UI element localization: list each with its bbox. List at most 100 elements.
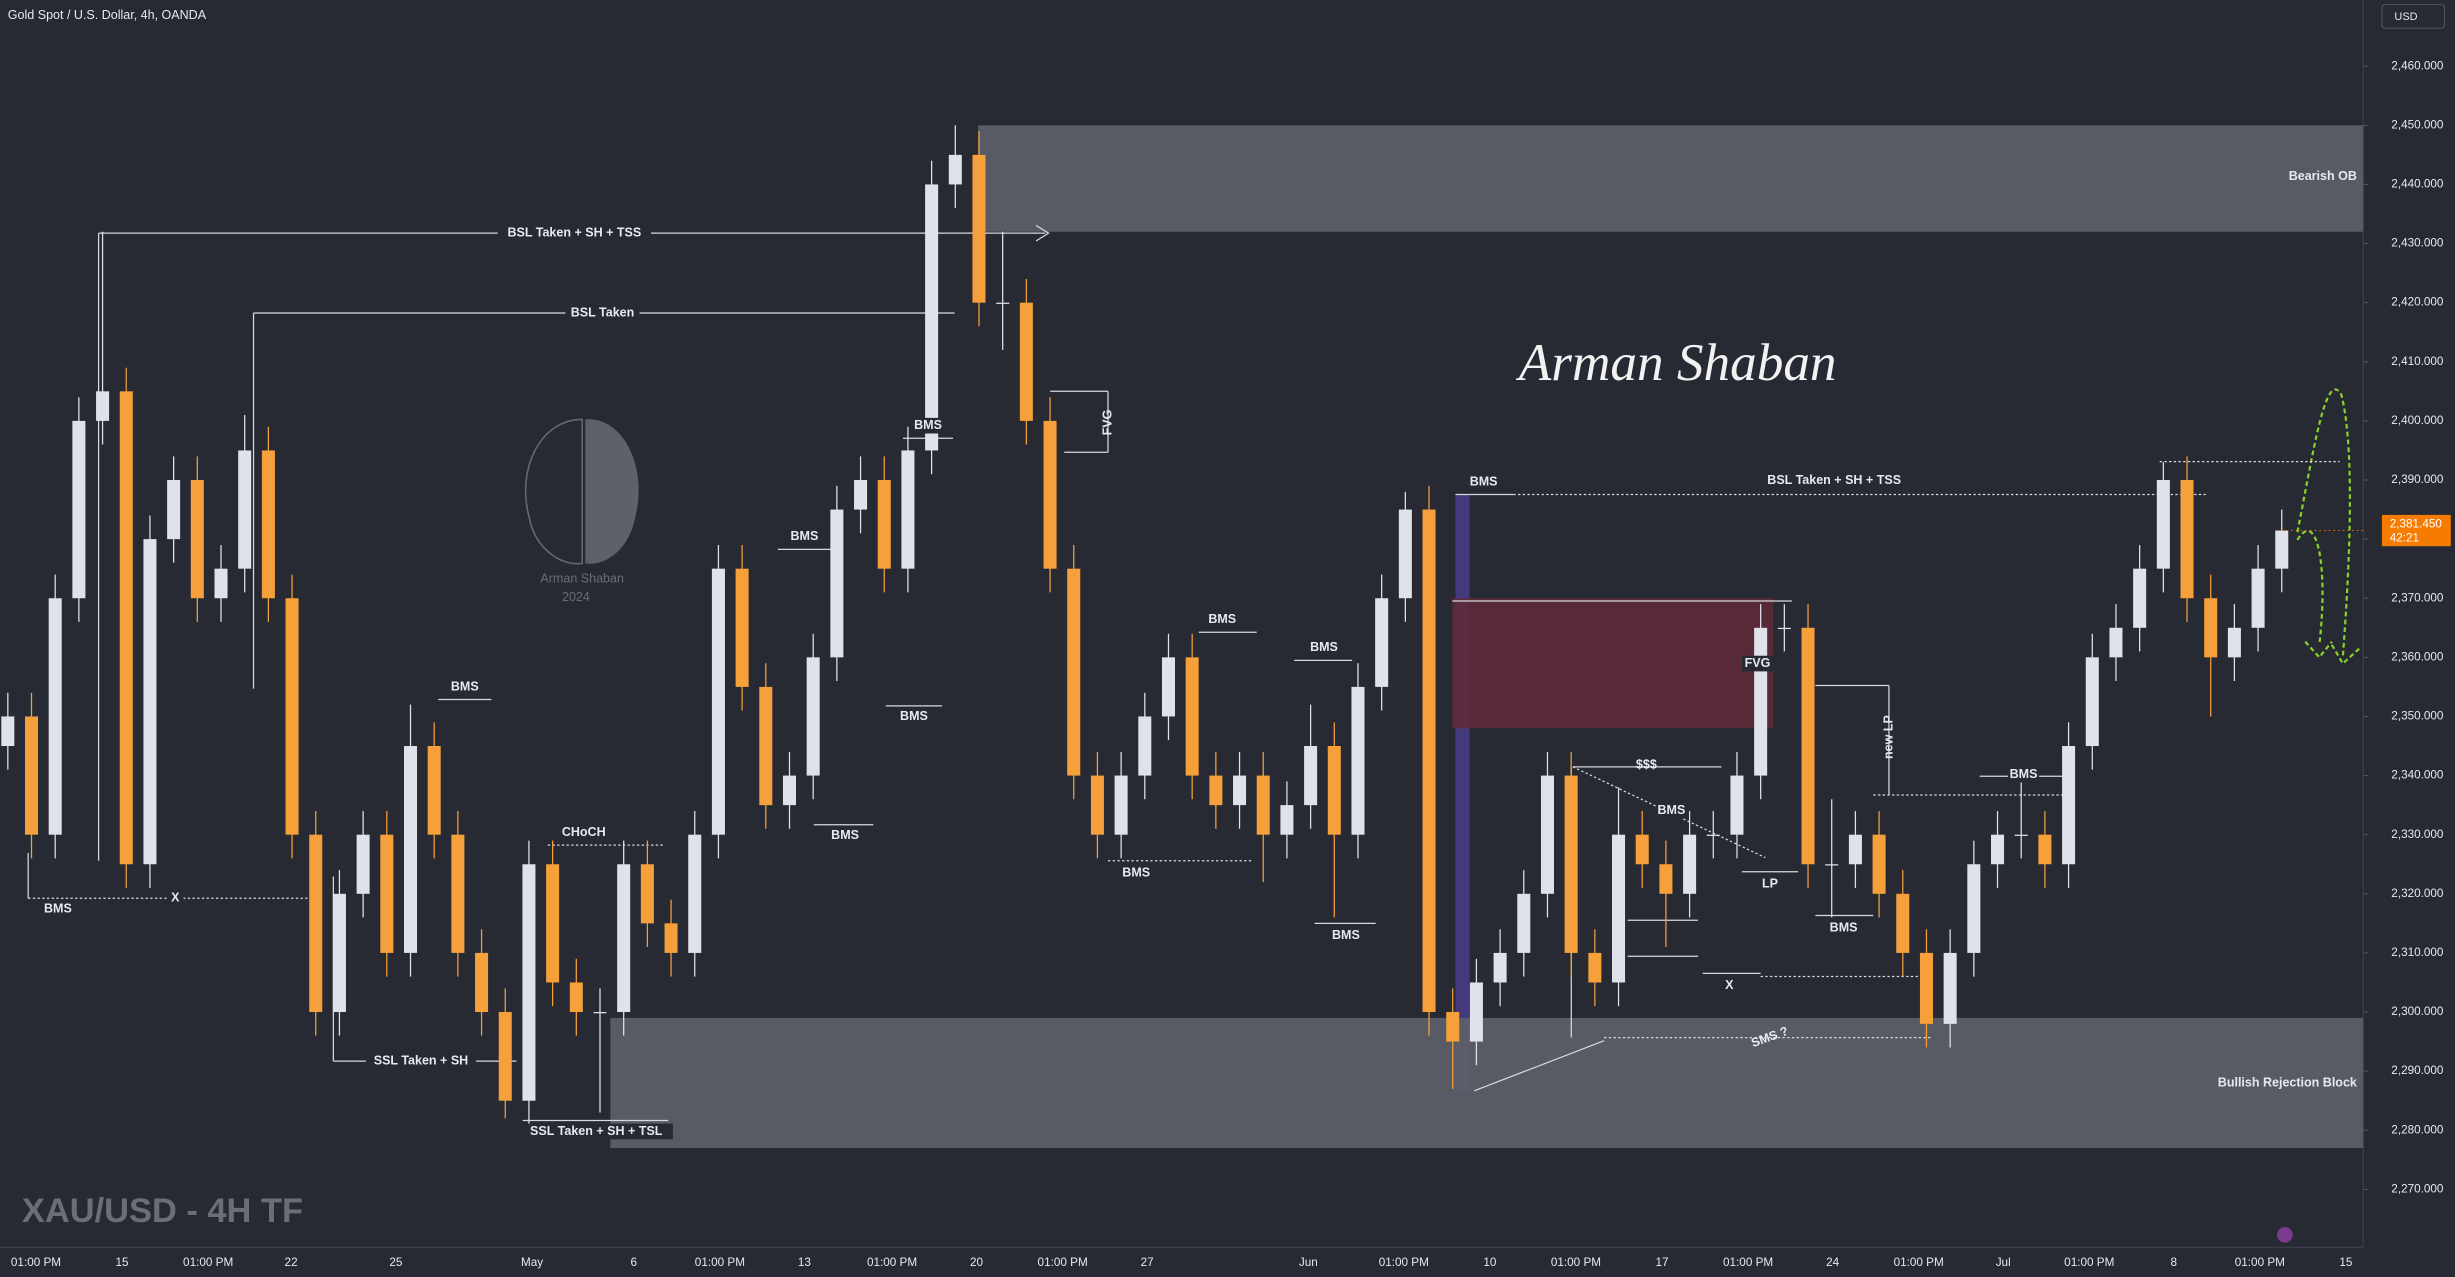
candle-body [735, 568, 749, 687]
x-tick-label: 01:00 PM [695, 1256, 745, 1269]
candle-body [925, 184, 939, 451]
highlight-band [1455, 494, 1470, 1093]
candle-body [1256, 775, 1270, 835]
annotation: new LP [1881, 715, 1895, 759]
candle-body [2275, 530, 2289, 569]
x-tick-label: 25 [389, 1256, 403, 1269]
zone-label: Bearish OB [2289, 169, 2357, 183]
candle-body [1825, 864, 1839, 866]
countdown: 42:21 [2390, 531, 2419, 544]
candle-body [1422, 509, 1436, 1013]
annotation: X [1725, 978, 1734, 992]
y-tick-label: 2,270.000 [2391, 1182, 2444, 1195]
annotation: SSL Taken + SH [374, 1053, 468, 1067]
annotation: FVG [1100, 410, 1114, 436]
annotation-bg [42, 901, 74, 918]
candle-body [877, 480, 891, 569]
x-tick-label: 22 [285, 1256, 298, 1269]
y-tick-label: 2,410.000 [2391, 355, 2444, 368]
y-tick-label: 2,330.000 [2391, 828, 2444, 841]
candle-body [1375, 598, 1389, 687]
price-axis-panel [2363, 0, 2454, 1277]
annotation: CHoCH [562, 825, 606, 839]
x-tick-label: 8 [2171, 1256, 2178, 1269]
y-tick-label: 2,440.000 [2391, 178, 2444, 191]
x-tick-label: 27 [1141, 1256, 1154, 1269]
candle-body [96, 391, 110, 421]
arrow-head [1035, 224, 1050, 242]
candle-body [901, 450, 915, 569]
candle-body [2133, 568, 2147, 628]
candle-body [72, 420, 86, 599]
candle-body [1754, 627, 1768, 776]
zone-label: Bullish Rejection Block [2218, 1075, 2357, 1089]
candle-body [24, 716, 39, 835]
candle-body [285, 598, 299, 835]
annotation-bg [1721, 978, 1738, 994]
annotation: BMS [831, 828, 859, 842]
candle-body [617, 864, 631, 1013]
annotation-bg [449, 679, 481, 695]
candle-body [1848, 834, 1862, 865]
x-tick-label: 20 [970, 1256, 984, 1269]
y-tick-label: 2,370.000 [2391, 591, 2444, 604]
candle-body [711, 568, 725, 835]
candle-body [1446, 1012, 1460, 1042]
logo-brain-left [524, 418, 583, 565]
annotation: SSL Taken + SH + TSL [530, 1124, 663, 1138]
candle-body [427, 746, 441, 835]
candle-body [451, 834, 465, 953]
candle-body [1943, 952, 1957, 1024]
candle-body [119, 391, 133, 865]
signature: Arman Shaban [1516, 333, 1837, 392]
candle-body [996, 302, 1010, 304]
candle-body [1777, 627, 1791, 630]
zone [978, 125, 2364, 232]
candle-body [48, 598, 62, 835]
candle-body [332, 893, 346, 1013]
candle-body [782, 775, 797, 806]
x-tick-label: 17 [1656, 1256, 1669, 1269]
annotation-bg [912, 417, 944, 434]
candle-body [1233, 775, 1247, 806]
candle-body [1517, 893, 1531, 953]
annotation-bg [1468, 474, 1500, 490]
x-tick-label: Jul [1996, 1256, 2011, 1269]
y-tick-label: 2,280.000 [2391, 1123, 2444, 1136]
candle-body [403, 746, 418, 953]
y-tick-label: 2,340.000 [2391, 769, 2444, 782]
annotation-bg [166, 890, 184, 907]
candle-body [2156, 480, 2170, 569]
candle-body [1280, 805, 1294, 835]
annotation-bg [1828, 920, 1860, 936]
logo-brain-right [585, 419, 639, 564]
x-tick-label: 01:00 PM [183, 1256, 233, 1269]
y-tick-label: 2,420.000 [2391, 296, 2444, 309]
annotation: BMS [914, 418, 942, 432]
y-tick-label: 2,450.000 [2391, 118, 2444, 131]
last-price-label: 2,381.450 [2390, 517, 2443, 530]
annotation-bg [1330, 928, 1362, 944]
candle-body [1872, 834, 1886, 894]
currency: USD [2394, 11, 2417, 23]
candle-body [1, 716, 15, 747]
annotation: BMS [1122, 866, 1150, 880]
candle-body [1588, 952, 1602, 983]
annotation-bg [788, 528, 820, 545]
projection-arrow [2296, 388, 2361, 666]
x-tick-label: 6 [631, 1256, 638, 1269]
candle-body [1398, 509, 1412, 599]
last-price-box [2381, 514, 2451, 547]
x-tick-label: 24 [1826, 1256, 1840, 1269]
candle-body [1991, 834, 2005, 865]
x-tick-label: 01:00 PM [1038, 1256, 1088, 1269]
candle-body [2227, 627, 2241, 658]
y-tick-label: 2,310.000 [2391, 946, 2444, 959]
candle-body [167, 480, 181, 540]
candle-body [1493, 952, 1507, 983]
y-tick-label: 2,460.000 [2391, 59, 2444, 72]
x-tick-label: 13 [798, 1256, 811, 1269]
candle-body [569, 982, 583, 1013]
annotation-bg [497, 225, 652, 242]
